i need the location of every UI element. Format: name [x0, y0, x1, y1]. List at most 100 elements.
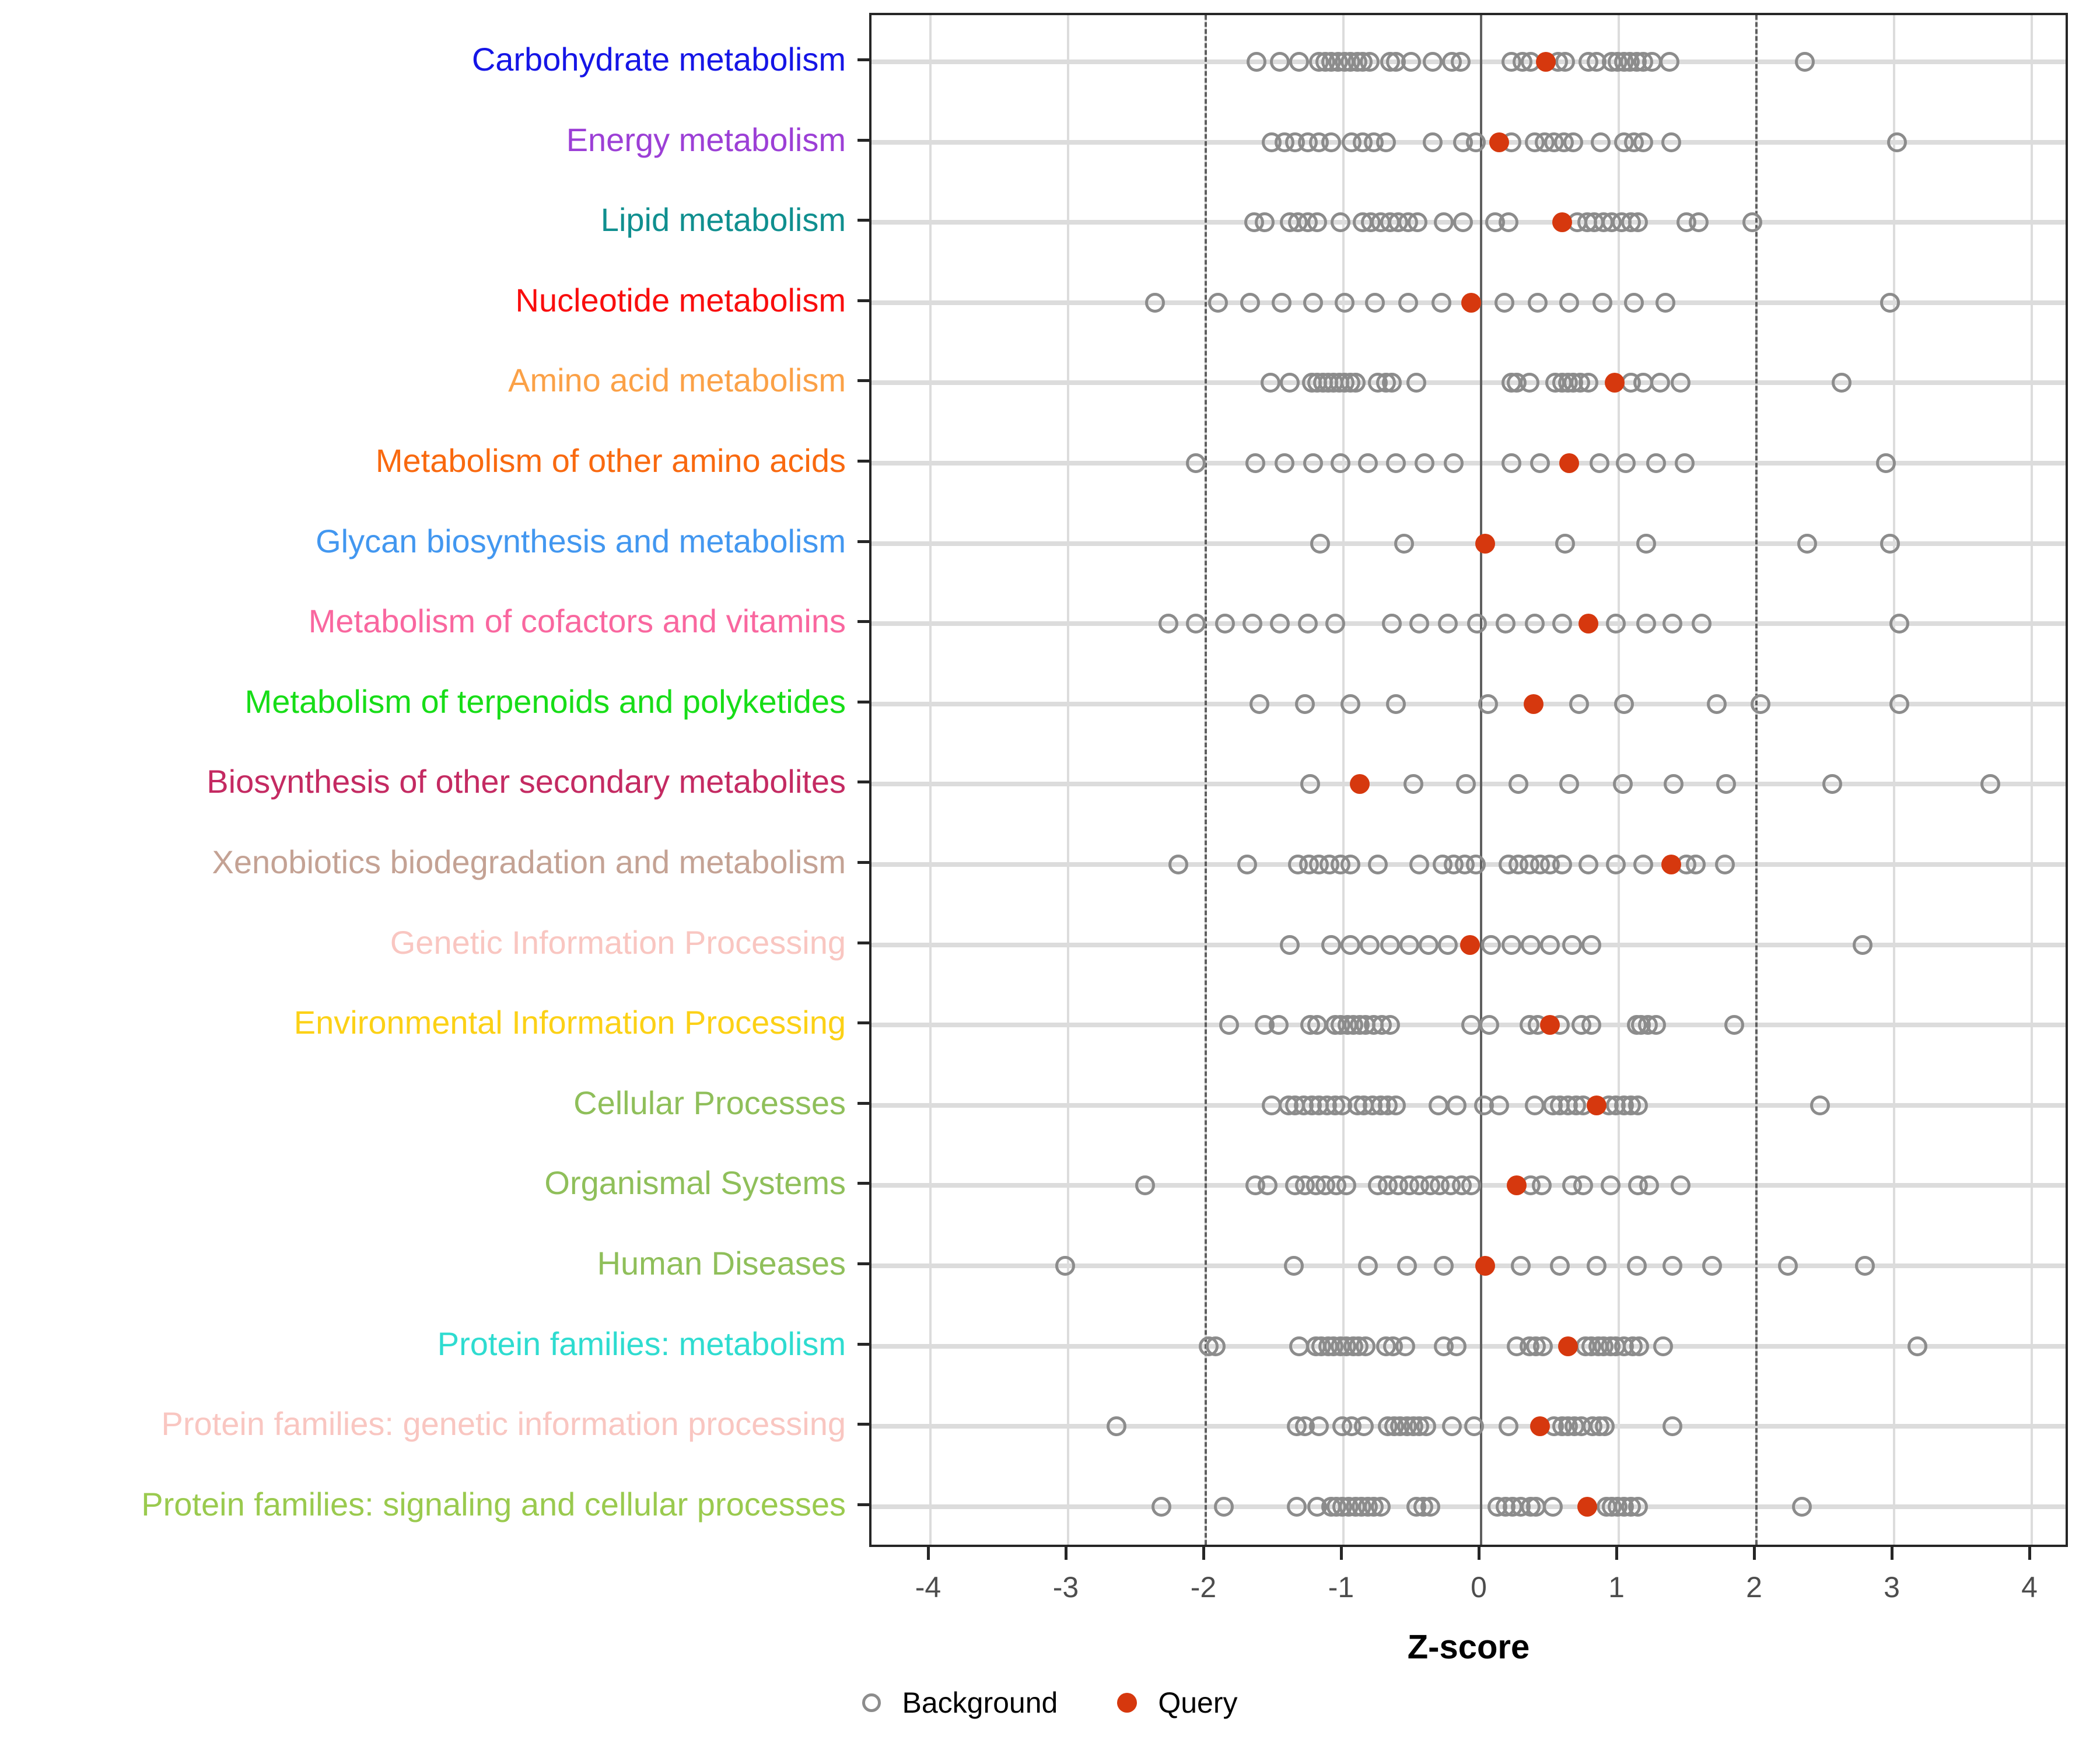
- background-point: [1519, 373, 1539, 393]
- background-point: [1247, 52, 1267, 72]
- background-point: [1461, 1175, 1482, 1196]
- row-gridline: [872, 461, 2066, 466]
- background-point: [1464, 1416, 1485, 1437]
- background-point: [1450, 52, 1471, 72]
- query-point: [1540, 1015, 1560, 1035]
- background-point: [1205, 1336, 1226, 1356]
- background-point: [1540, 935, 1560, 955]
- background-point: [1496, 614, 1516, 634]
- background-point: [1742, 212, 1762, 233]
- background-point: [1606, 614, 1626, 634]
- row-gridline: [872, 1504, 2066, 1509]
- legend: Background Query: [0, 1686, 2100, 1720]
- background-point: [1331, 453, 1351, 473]
- legend-query-label: Query: [1158, 1686, 1238, 1719]
- category-label: Carbohydrate metabolism: [471, 41, 846, 78]
- query-point: [1507, 1175, 1527, 1196]
- background-point: [1639, 1175, 1659, 1196]
- background-point: [1055, 1256, 1076, 1276]
- background-point: [1980, 774, 2001, 794]
- background-point: [1875, 453, 1896, 473]
- background-point: [1186, 453, 1206, 473]
- background-point: [1494, 292, 1515, 313]
- background-point: [1419, 935, 1439, 955]
- background-point: [1300, 774, 1321, 794]
- category-label: Metabolism of terpenoids and polyketides: [244, 682, 846, 720]
- x-axis-tick: [1891, 1547, 1894, 1560]
- background-point: [1633, 132, 1654, 152]
- background-point: [1331, 212, 1351, 233]
- background-point: [1438, 614, 1458, 634]
- background-point: [1662, 1416, 1683, 1437]
- background-point: [1237, 855, 1257, 874]
- background-point: [1880, 533, 1900, 554]
- query-point: [1530, 1416, 1550, 1437]
- background-point: [1144, 292, 1165, 313]
- background-point: [1431, 292, 1451, 313]
- row-gridline: [872, 1343, 2066, 1349]
- category-label: Metabolism of cofactors and vitamins: [308, 603, 846, 640]
- y-axis-tick: [858, 861, 869, 864]
- background-point: [1578, 855, 1599, 874]
- x-gridline: [1342, 15, 1345, 1545]
- background-point: [1376, 132, 1396, 152]
- background-point: [1810, 1095, 1830, 1115]
- background-point: [1778, 1256, 1798, 1276]
- background-point: [1525, 1095, 1545, 1115]
- x-axis-tick: [1478, 1547, 1480, 1560]
- background-point: [1501, 453, 1521, 473]
- background-point: [1562, 935, 1582, 955]
- background-point: [1508, 774, 1528, 794]
- background-point: [1889, 694, 1910, 714]
- query-point: [1475, 533, 1496, 554]
- x-axis-title: Z-score: [1407, 1628, 1530, 1666]
- query-point: [1461, 292, 1482, 313]
- y-axis-tick: [858, 620, 869, 624]
- plot-panel: [869, 13, 2068, 1547]
- background-point: [1525, 614, 1545, 634]
- row-gridline: [872, 1264, 2066, 1268]
- background-point: [1321, 935, 1341, 955]
- category-label: Cellular Processes: [573, 1084, 846, 1121]
- background-point: [1714, 855, 1735, 874]
- background-point: [1307, 1015, 1328, 1035]
- background-point: [1420, 1496, 1440, 1517]
- background-point: [1168, 855, 1188, 874]
- background-point: [1219, 1015, 1240, 1035]
- x-gridline: [1067, 15, 1069, 1545]
- background-point: [1335, 292, 1355, 313]
- background-point: [1406, 373, 1427, 393]
- query-point: [1604, 373, 1625, 393]
- background-point: [1636, 614, 1657, 634]
- background-point: [1751, 694, 1771, 714]
- x-axis-tick: [1202, 1547, 1205, 1560]
- background-point: [1628, 212, 1648, 233]
- background-point: [1240, 292, 1260, 313]
- background-point: [1158, 614, 1179, 634]
- background-point: [1446, 1095, 1466, 1115]
- background-point: [1303, 453, 1324, 473]
- row-gridline: [872, 701, 2066, 706]
- background-point: [1615, 453, 1636, 473]
- background-point: [1671, 373, 1691, 393]
- background-point: [1456, 774, 1476, 794]
- background-point: [1626, 1256, 1647, 1276]
- query-point: [1350, 774, 1370, 794]
- background-point: [1274, 453, 1294, 473]
- background-point: [1395, 1336, 1416, 1356]
- background-point: [1106, 1416, 1126, 1437]
- y-axis-tick: [858, 540, 869, 543]
- background-point: [1660, 52, 1680, 72]
- background-point: [1336, 1175, 1356, 1196]
- y-axis-tick: [858, 700, 869, 704]
- background-point: [1208, 292, 1228, 313]
- background-point: [1595, 1416, 1615, 1437]
- category-label: Biosynthesis of other secondary metaboli…: [206, 763, 846, 800]
- background-point: [1501, 935, 1521, 955]
- background-point: [1398, 292, 1418, 313]
- background-point: [1453, 212, 1474, 233]
- x-axis-tick: [927, 1547, 930, 1560]
- y-axis-tick: [858, 1423, 869, 1426]
- background-point: [1662, 614, 1683, 634]
